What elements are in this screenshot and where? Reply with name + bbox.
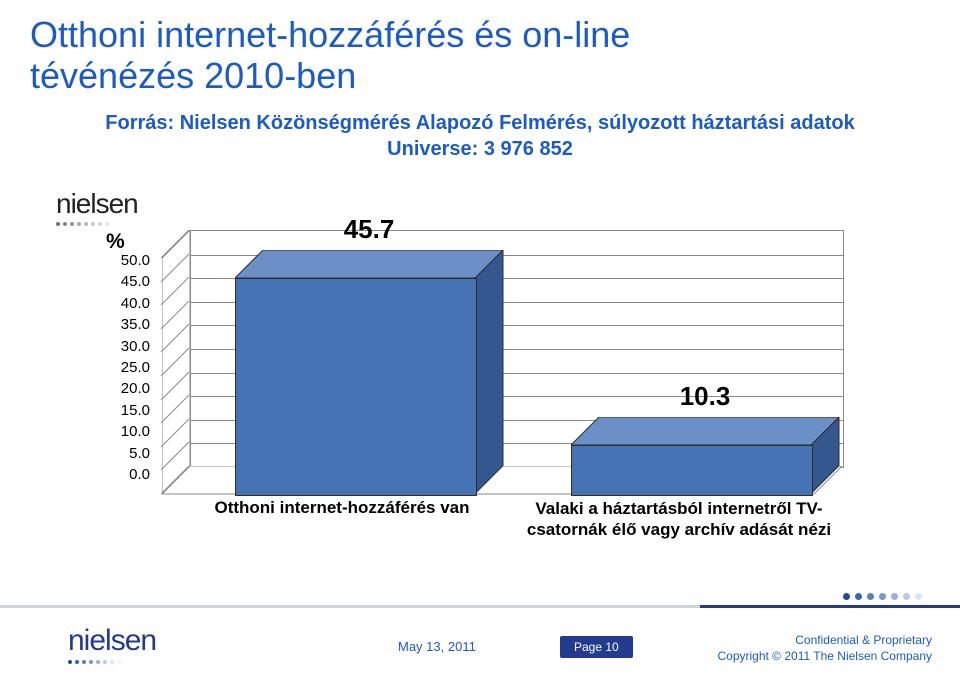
title-line-2: tévénézés 2010-ben	[30, 55, 630, 96]
bar-value-label: 10.3	[605, 381, 805, 412]
bar-2: 10.3	[162, 230, 842, 494]
subtitle-line-2: Universe: 3 976 852	[0, 136, 960, 162]
bar-front	[571, 445, 813, 496]
ytick: 45.0	[110, 271, 150, 292]
nielsen-logo-footer: nielsen	[68, 624, 156, 664]
title-line-1: Otthoni internet-hozzáférés és on-line	[30, 14, 630, 55]
ytick: 25.0	[110, 357, 150, 378]
ytick: 10.0	[110, 421, 150, 442]
ytick: 5.0	[110, 443, 150, 464]
category-label-2: Valaki a háztartásból internetről TV-csa…	[514, 498, 844, 541]
category-label-1: Otthoni internet-hozzáférés van	[182, 498, 502, 518]
bar-chart: 50.0 45.0 40.0 35.0 30.0 25.0 20.0 15.0 …	[110, 192, 870, 512]
footer-date: May 13, 2011	[398, 639, 476, 654]
ytick: 30.0	[110, 336, 150, 357]
copyright-label: Copyright © 2011 The Nielsen Company	[717, 648, 932, 664]
confidential-label: Confidential & Proprietary	[717, 632, 932, 648]
ytick: 50.0	[110, 250, 150, 271]
footer-copyright: Confidential & Proprietary Copyright © 2…	[717, 632, 932, 664]
bar-top	[571, 417, 841, 452]
ytick: 40.0	[110, 293, 150, 314]
nielsen-logo-footer-dots-icon	[68, 660, 156, 664]
ytick: 35.0	[110, 314, 150, 335]
slide-title: Otthoni internet-hozzáférés és on-line t…	[30, 14, 630, 97]
nielsen-logo-footer-text: nielsen	[68, 624, 156, 658]
page-number-badge: Page 10	[560, 636, 633, 658]
subtitle-line-1: Forrás: Nielsen Közönségmérés Alapozó Fe…	[0, 110, 960, 136]
ytick: 0.0	[110, 464, 150, 485]
ytick: 20.0	[110, 378, 150, 399]
footer-divider	[0, 598, 960, 616]
y-axis-ticks: 50.0 45.0 40.0 35.0 30.0 25.0 20.0 15.0 …	[110, 250, 150, 485]
ytick: 15.0	[110, 400, 150, 421]
slide-subtitle: Forrás: Nielsen Közönségmérés Alapozó Fe…	[0, 110, 960, 162]
